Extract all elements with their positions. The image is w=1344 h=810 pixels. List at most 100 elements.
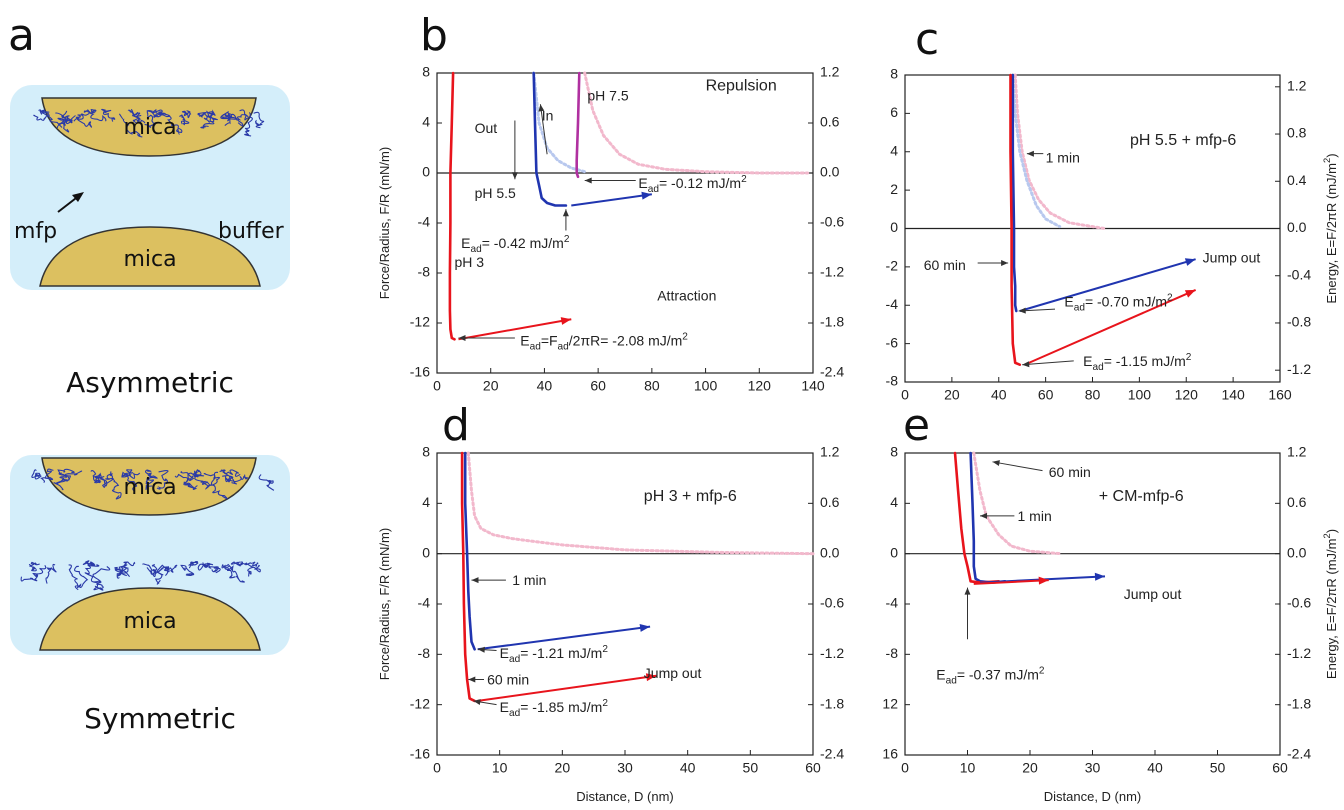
text-part: 2: [602, 698, 608, 709]
polymer: [53, 472, 70, 491]
annotation: Ead= -0.42 mJ/m2: [461, 234, 570, 255]
text-part: ad: [558, 342, 569, 353]
annotation: 1 min: [512, 572, 546, 588]
polymer: [57, 468, 75, 481]
x-tick-label: 40: [1147, 760, 1163, 776]
x-tick-label: 20: [1022, 760, 1038, 776]
mica-label: mica: [123, 247, 176, 272]
annotation: Ead= -0.70 mJ/m2: [1064, 292, 1173, 313]
arrow-head: [471, 577, 479, 584]
polymer: [237, 109, 249, 127]
polymer: [219, 469, 241, 477]
plot-frame: [436, 452, 814, 756]
text-part: E: [500, 699, 509, 715]
polymer: [118, 113, 143, 138]
arrow: [1019, 258, 1196, 312]
text-part: E: [461, 235, 470, 251]
annotation: Ead= -0.37 mJ/m2: [936, 665, 1045, 686]
annotation: pH 7.5: [587, 88, 628, 104]
annotation: + CM-mfp-6: [1099, 488, 1184, 505]
y2-tick-label: -1.2: [1287, 645, 1311, 661]
arrow-head: [1184, 289, 1196, 298]
x-tick-label: 30: [617, 760, 633, 776]
panel-label: d: [442, 400, 470, 451]
text-part: E: [638, 175, 647, 191]
pointer-head: [72, 192, 84, 202]
x-tick-label: 80: [644, 378, 660, 394]
y2-tick-label: -2.4: [820, 364, 844, 380]
arrow-head: [511, 172, 518, 180]
arrow: [477, 625, 651, 651]
arrow-head: [1001, 260, 1009, 266]
polymer: [224, 113, 238, 127]
polymer: [258, 474, 275, 491]
text-part: = -0.12 mJ/m: [659, 175, 741, 191]
y2-tick-label: 0.0: [820, 164, 840, 180]
polymer: [156, 470, 169, 490]
text-part: ad: [946, 675, 957, 686]
polymer: [28, 561, 40, 572]
x-tick-label: 50: [1210, 760, 1226, 776]
series-line: [1013, 73, 1106, 230]
y-tick-label: -12: [410, 695, 430, 711]
polymer-layer: [20, 468, 275, 591]
x-tick-label: 100: [1128, 387, 1152, 403]
annotation: pH 3: [454, 254, 484, 270]
arrow: [571, 193, 652, 207]
polymer: [144, 469, 158, 485]
polymer: [132, 112, 146, 124]
arrow: [1022, 360, 1074, 366]
y2-tick-label: -1.2: [820, 645, 844, 661]
text-part: E: [936, 666, 945, 682]
mica-surface: [39, 587, 261, 651]
text-part: = -0.37 mJ/m: [957, 666, 1039, 682]
y-axis-label: Force/Radius, F/R (mN/m): [377, 528, 392, 680]
arrow-head: [964, 587, 971, 595]
arrow: [1024, 288, 1197, 366]
polymer: [205, 109, 218, 121]
annotation: Jump out: [1203, 249, 1261, 265]
text-part: ad: [509, 654, 520, 665]
polymer: [101, 108, 116, 122]
series-line: [953, 451, 1001, 584]
annotation: pH 5.5 + mfp-6: [1130, 132, 1236, 149]
polymer: [231, 474, 249, 485]
x-tick-label: 140: [801, 378, 825, 394]
annotation: Out: [475, 120, 498, 136]
y2-tick-label: -2.4: [820, 746, 844, 762]
panel-label: b: [420, 10, 448, 61]
series-line: [1011, 73, 1018, 313]
x-tick-label: 60: [1272, 760, 1288, 776]
y-tick-label: 12: [882, 695, 898, 711]
x-tick-label: 140: [1221, 387, 1245, 403]
text-part: ad: [509, 708, 520, 719]
polymer: [200, 111, 215, 129]
y-tick-label: -8: [418, 264, 431, 280]
arrow-head: [473, 699, 481, 705]
arrow-head: [458, 335, 466, 341]
x-tick-label: 100: [694, 378, 718, 394]
panel-label: e: [903, 400, 930, 451]
text-part: Energy, E=F/2πR (mJ/m: [1324, 163, 1339, 304]
polymer: [84, 564, 104, 590]
polymer: [181, 110, 192, 119]
y2-tick-label: 1.2: [820, 444, 840, 460]
series-line: [575, 71, 581, 179]
x-tick-label: 0: [433, 760, 441, 776]
y2-tick-label: -2.4: [1287, 746, 1311, 762]
x-tick-label: 0: [901, 387, 909, 403]
annotation: Ead= -1.85 mJ/m2: [500, 698, 609, 719]
polymer: [197, 562, 214, 571]
polymer: [45, 563, 57, 584]
text-part: ): [1324, 529, 1339, 533]
arrow-head: [538, 104, 545, 112]
series-line: [448, 71, 456, 341]
polymer: [144, 109, 157, 128]
text-part: 2: [1039, 665, 1045, 676]
arrow: [973, 579, 1049, 585]
panel-label: c: [915, 14, 939, 65]
x-tick-label: 20: [483, 378, 499, 394]
annotation: Ead=Fad/2πR= -2.08 mJ/m2: [520, 332, 688, 353]
arrow-head: [584, 177, 592, 184]
